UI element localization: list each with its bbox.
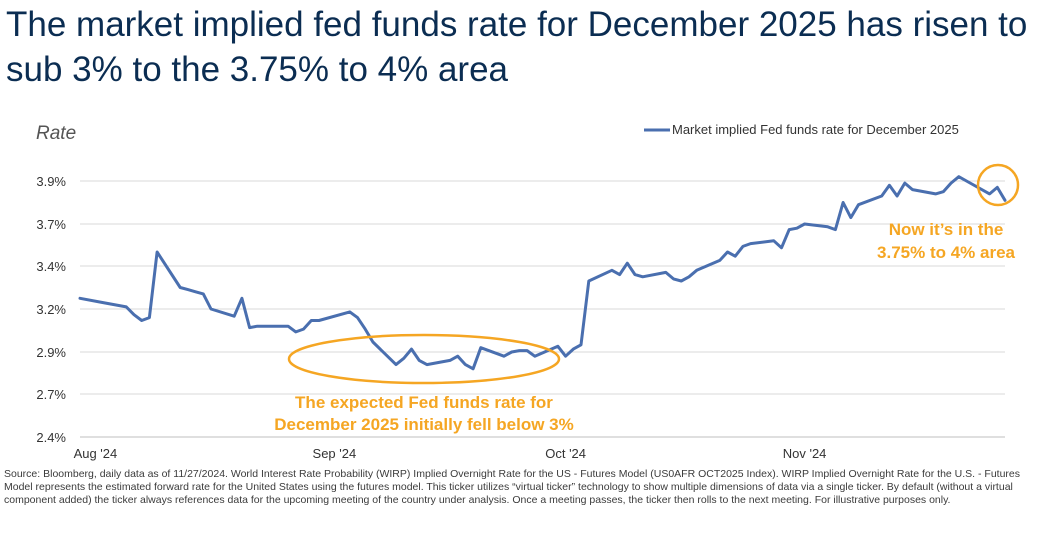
series-line [78,175,1007,371]
y-tick-label: 3.7% [36,217,66,232]
x-tick-label: Sep '24 [313,446,357,461]
highlight-ellipse-sep [287,333,561,385]
y-tick-label: 3.9% [36,174,66,189]
y-axis-ticks: 2.4% 2.7% 2.9% 3.2% 3.4% 3.7% 3.9% [36,174,66,445]
annotation-latest-line2: 3.75% to 4% area [877,243,1016,262]
y-axis-label: Rate [36,123,76,144]
x-axis-ticks: Aug '24 Sep '24 Oct '24 Nov '24 [74,446,827,461]
line-chart: 2.4% 2.7% 2.9% 3.2% 3.4% 3.7% 3.9% Aug '24 Sep … [36,122,1020,461]
x-tick-label: Nov '24 [783,446,827,461]
x-tick-label: Oct '24 [545,446,586,461]
y-tick-label: 3.2% [36,302,66,317]
gridlines [80,180,1005,438]
annotation-sep-line1: The expected Fed funds rate for [295,393,553,412]
y-tick-label: 3.4% [36,259,66,274]
x-tick-label: Aug '24 [74,446,118,461]
legend: Market implied Fed funds rate for Decemb… [644,122,959,137]
source-note: Source: Bloomberg, daily data as of 11/2… [4,468,1021,506]
chart-title: The market implied fed funds rate for De… [6,5,1028,89]
annotation-sep-dip: The expected Fed funds rate for December… [274,333,574,434]
legend-label: Market implied Fed funds rate for Decemb… [672,122,959,137]
series [78,175,1007,371]
highlight-circle-latest [976,163,1020,207]
y-tick-label: 2.7% [36,387,66,402]
annotation-latest-line1: Now it’s in the [889,220,1004,239]
annotation-latest: Now it’s in the 3.75% to 4% area [877,163,1020,262]
y-tick-label: 2.4% [36,430,66,445]
y-tick-label: 2.9% [36,345,66,360]
annotation-sep-line2: December 2025 initially fell below 3% [274,415,574,434]
